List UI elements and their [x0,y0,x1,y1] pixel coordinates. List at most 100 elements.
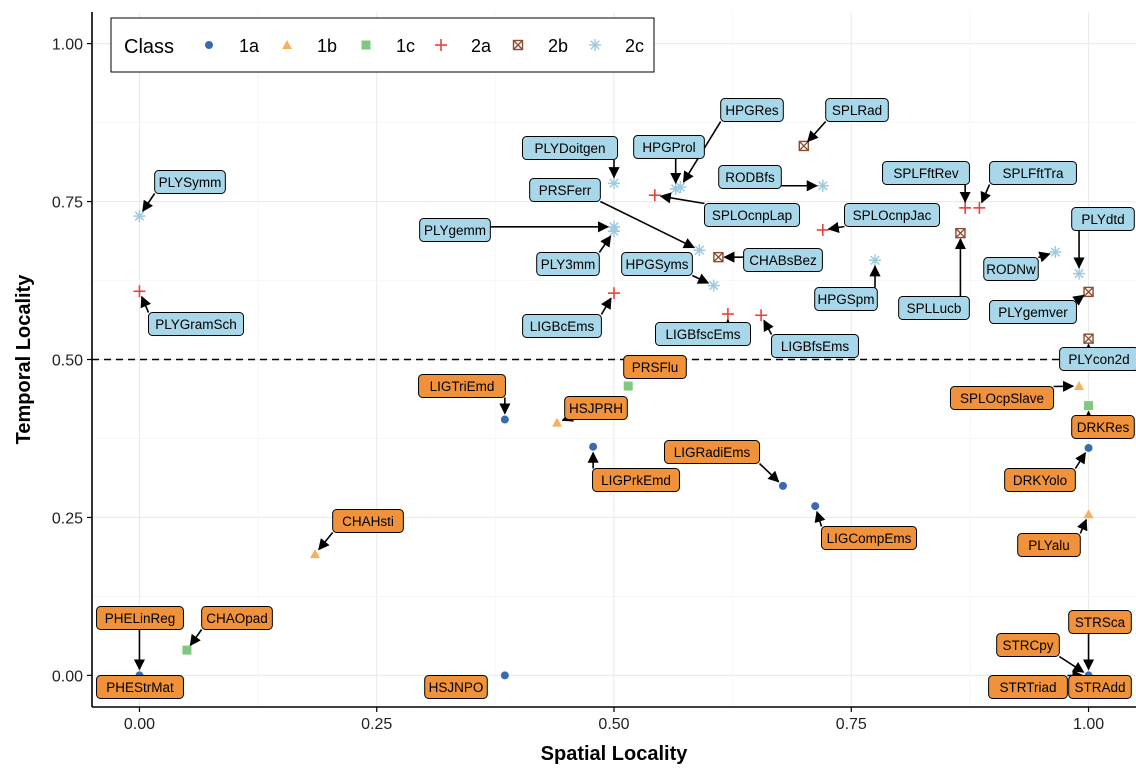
legend: Class 1a 1b 1c 2a 2b 2c [110,17,655,73]
point-LIGBcEms [608,287,620,300]
label-box-SPLLucb [898,296,970,320]
marker-shape [708,280,719,291]
x-tick-label: 0.00 [124,716,155,733]
point-HPGProl [669,182,682,195]
label-arrow-SPLOcnpJac [827,221,845,233]
x-tick-label: 1.00 [1073,716,1104,733]
point-RODBfs [816,179,829,192]
y-tick-label: 1.00 [52,37,83,54]
label-text-LIGPrkEmd: LIGPrkEmd [601,473,671,488]
label-box-SPLFftTra [989,161,1077,185]
label-arrow-CHAHsti [318,531,334,551]
label-box-DRKRes [1071,415,1135,439]
y-tick-label: 0.75 [52,195,83,212]
label-text-PHELinReg: PHELinReg [105,611,176,626]
marker-shape [1074,268,1084,279]
label-box-DRKYolo [1004,468,1076,492]
point-SPLOcnpLap [648,189,661,202]
point-LIGPrkEmd [589,442,598,451]
label-text-PLYdtd: PLYdtd [1081,212,1124,227]
marker-shape [778,481,787,490]
label-box-LIGTriEmd [418,374,506,398]
label-box-SPLOcnpJac [844,203,940,227]
label-text-SPLOcpSlave: SPLOcpSlave [960,391,1044,406]
label-text-DRKYolo: DRKYolo [1013,473,1067,488]
label-text-LIGTriEmd: LIGTriEmd [430,379,495,394]
point-DRKRes [1084,401,1094,411]
label-box-PLYcon2d [1059,347,1136,371]
label-box-HSJNPO [424,675,488,699]
legend-item-1c: 1c [361,36,415,56]
marker-shape [609,226,619,237]
label-text-SPLFftTra: SPLFftTra [1002,166,1064,181]
label-text-HPGSyms: HPGSyms [625,257,688,272]
label-arrow-LIGBfsEms [763,319,774,335]
label-box-PHEStrMat [96,675,184,699]
marker-shape [552,417,563,427]
marker-shape [134,211,145,221]
label-box-PLYSymm [154,170,226,194]
label-arrow-CHAOpad [189,629,203,647]
label-box-SPLOcpSlave [949,386,1055,410]
marker-shape [955,227,966,239]
point-SPLFftRev [959,201,972,214]
y-tick-label: 0.25 [52,510,83,527]
legend-label-2c: 2c [625,36,644,56]
label-text-PLYgemm: PLYgemm [424,223,486,238]
legend-box [110,17,655,73]
marker-shape [713,252,724,263]
marker-shape [609,178,619,188]
legend-key-1b [282,40,292,49]
label-box-STRSca [1068,610,1132,634]
point-PLYDoitgen [608,177,620,190]
point-HSJNPO [500,671,509,680]
label-box-CHAHsti [332,509,404,533]
label-box-PLYGramSch [148,312,244,336]
marker-shape [1083,286,1094,297]
point-PLYSymm [133,210,146,223]
label-box-SPLOcnpLap [704,203,800,227]
label-text-PLYDoitgen: PLYDoitgen [534,141,605,156]
marker-shape [205,41,213,49]
label-box-PRSFlu [623,355,687,379]
legend-key-2c [589,39,601,51]
y-axis-label: Temporal Locality [13,274,35,445]
label-box-PLYDoitgen [522,136,618,160]
point-PLYgemver [1083,286,1094,298]
label-arrow-LIGRadiEms [758,462,780,483]
label-box-SPLRad [825,98,889,122]
label-arrow-PLY3mm [598,235,612,253]
y-tick-label: 0.00 [52,668,83,685]
label-text-LIGBfscEms: LIGBfscEms [665,327,740,342]
label-text-SPLFftRev: SPLFftRev [893,166,959,181]
label-box-STRCpy [996,633,1060,657]
point-HPGSpm [869,254,881,267]
legend-item-1b: 1b [282,36,337,56]
label-box-CHABsBez [743,248,823,272]
label-box-PRSFerr [529,178,601,202]
label-text-HPGRes: HPGRes [725,103,779,118]
legend-item-1a: 1a [205,36,260,56]
marker-shape [1083,333,1094,344]
label-text-HPGProl: HPGProl [642,140,695,155]
label-text-LIGBfsEms: LIGBfsEms [781,339,850,354]
marker-shape [670,184,681,194]
label-text-HSJNPO: HSJNPO [429,680,484,695]
label-arrow-PLYgemver [1072,294,1085,306]
point-HPGSyms [707,279,720,292]
label-text-SPLLucb: SPLLucb [907,301,962,316]
label-box-LIGRadiEms [664,440,760,464]
point-PLY3mm [608,225,620,238]
x-tick-label: 0.75 [836,716,867,733]
point-labels: PLYSymm PLYGramSch PLYDoitgen HPGRes HPGProl… [96,98,1136,699]
marker-shape [870,255,880,266]
label-arrow-RODNw [1038,251,1051,263]
label-text-PLY3mm: PLY3mm [541,257,596,272]
marker-shape [500,415,509,424]
label-box-PLYdtd [1071,207,1135,231]
legend-label-1c: 1c [396,36,415,56]
label-box-LIGCompEms [821,526,917,550]
label-text-PLYGramSch: PLYGramSch [155,317,237,332]
label-box-HSJPRH [564,396,628,420]
